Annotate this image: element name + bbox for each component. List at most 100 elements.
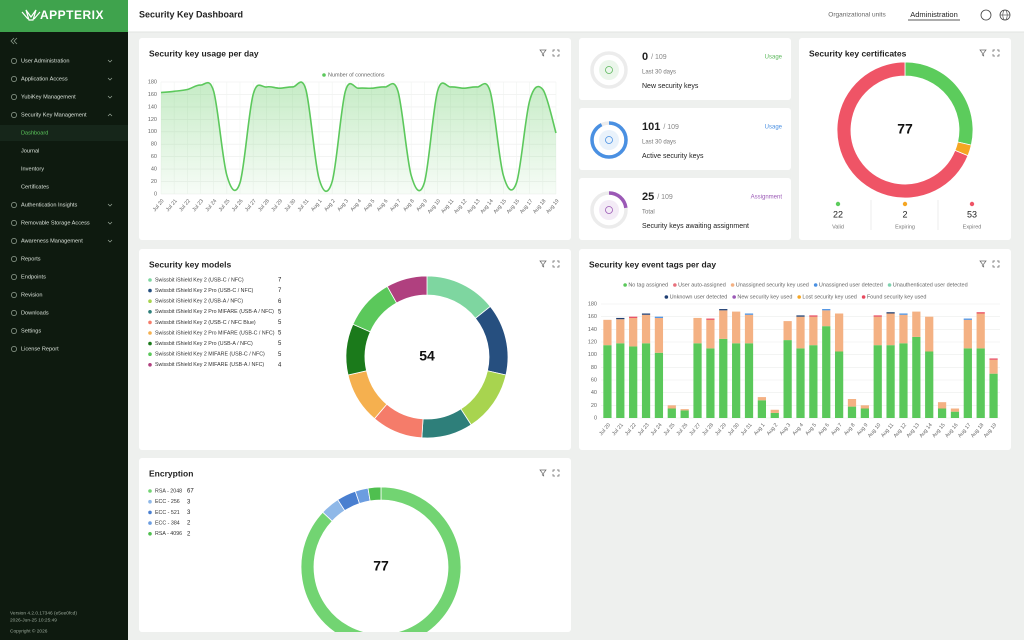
card-title: Security key certificates	[809, 48, 907, 58]
chevron	[107, 239, 113, 243]
sidebar	[0, 0, 128, 640]
bar-segment	[719, 310, 728, 339]
y-tick-label: 160	[588, 314, 597, 320]
menu-item[interactable]: Removable Storage Access	[21, 220, 90, 226]
filter-icon[interactable]	[979, 49, 987, 57]
bar-segment	[989, 373, 998, 418]
bar-segment	[886, 313, 895, 346]
y-tick-label: 80	[591, 365, 597, 371]
legend-value: 2	[902, 209, 907, 219]
menu-item[interactable]: YubiKey Management	[21, 94, 76, 100]
menu-item[interactable]: Settings	[21, 328, 41, 334]
bar-segment	[989, 359, 998, 374]
menu-item[interactable]: Awareness Management	[21, 238, 83, 244]
submenu-item[interactable]: Inventory	[21, 166, 44, 172]
legend-label: Number of connections	[328, 72, 385, 78]
legend-label: User auto-assigned	[678, 282, 726, 288]
legend-dot	[730, 283, 735, 287]
legend-label: Unknown user detected	[670, 294, 728, 300]
bar-segment	[680, 409, 689, 411]
expand-icon[interactable]	[992, 260, 1000, 268]
bar-segment	[925, 316, 934, 352]
menu-item[interactable]: Application Access	[21, 76, 68, 82]
stat-period: Last 30 days	[642, 140, 676, 146]
stat-caption: New security keys	[642, 83, 699, 90]
chevron	[107, 95, 113, 99]
stat-period: Total	[642, 210, 655, 216]
filter-icon[interactable]	[979, 260, 987, 268]
filter-icon[interactable]	[539, 260, 547, 268]
legend-label: Swissbit iShield Key 2 (USB-C / NFC)	[155, 277, 244, 283]
expand-icon[interactable]	[552, 49, 560, 57]
bar-segment	[783, 321, 792, 341]
legend-dot	[664, 295, 669, 299]
donut-total: 77	[373, 558, 389, 574]
bar-segment	[744, 314, 754, 344]
menu-icon	[11, 346, 17, 352]
y-tick-label: 60	[151, 154, 157, 160]
filter-icon[interactable]	[539, 49, 547, 57]
legend-value: 2	[187, 531, 191, 537]
bar-segment	[629, 346, 638, 418]
legend-label: Swissbit iShield Key 2 MIFARE (USB-A / N…	[155, 362, 264, 368]
legend-label: No tag assigned	[628, 282, 668, 288]
card	[579, 38, 791, 100]
bar-segment	[873, 315, 882, 317]
submenu-item[interactable]: Dashboard	[21, 130, 48, 136]
bar-segment	[950, 411, 960, 418]
y-tick-label: 180	[588, 301, 597, 307]
help-icon[interactable]	[980, 9, 992, 21]
collapse-icon[interactable]	[13, 37, 18, 45]
submenu-item[interactable]: Journal	[21, 148, 39, 154]
expand-icon[interactable]	[552, 469, 560, 477]
menu-icon	[11, 58, 17, 64]
bar-segment	[757, 400, 767, 418]
bar-segment	[641, 313, 651, 315]
menu-icon	[11, 202, 17, 208]
chevron	[107, 203, 113, 207]
legend-dot	[148, 499, 152, 504]
legend-value: 5	[278, 320, 282, 326]
nav-link[interactable]: Administration	[910, 10, 958, 19]
menu-item[interactable]: Reports	[21, 256, 41, 262]
menu-item[interactable]: License Report	[21, 346, 59, 352]
bar-segment	[603, 345, 612, 418]
bar-segment	[886, 312, 895, 314]
gauge-icon	[605, 136, 613, 144]
legend-label: Swissbit iShield Key 2 (USB-C / NFC Blue…	[155, 320, 256, 326]
legend-value: 67	[187, 489, 194, 495]
bar-segment	[770, 412, 779, 418]
expand-icon[interactable]	[992, 49, 1000, 57]
menu-item[interactable]: Endpoints	[21, 274, 46, 280]
collapse-icon[interactable]	[10, 37, 15, 45]
submenu-item[interactable]: Certificates	[21, 184, 49, 190]
bar-segment	[616, 317, 625, 320]
bar-segment	[963, 319, 972, 349]
y-tick-label: 20	[151, 179, 157, 185]
menu-item[interactable]: Revision	[21, 292, 42, 298]
y-tick-label: 140	[588, 327, 597, 333]
legend-value: 5	[278, 331, 282, 337]
menu-item[interactable]: Downloads	[21, 310, 49, 316]
bar-segment	[847, 399, 857, 407]
menu-item[interactable]: User Administration	[21, 58, 70, 64]
menu-item[interactable]: Security Key Management	[21, 112, 87, 118]
legend-label: Found security key used	[867, 294, 927, 300]
menu-item[interactable]: Authentication Insights	[21, 202, 77, 208]
legend-label: RSA - 4096	[155, 531, 182, 537]
legend-dot	[148, 341, 152, 346]
legend-dot	[322, 73, 326, 77]
filter-icon[interactable]	[539, 469, 547, 477]
expand-icon[interactable]	[552, 260, 560, 268]
legend-dot	[813, 283, 818, 287]
menu-icon	[11, 310, 17, 316]
legend-label: Swissbit iShield Key 2 MIFARE (USB-C / N…	[155, 352, 265, 358]
chevron	[107, 77, 113, 81]
nav-link[interactable]: Organizational units	[828, 12, 886, 19]
legend-value: 2	[187, 521, 191, 527]
bar-segment	[770, 409, 779, 413]
line	[160, 81, 557, 193]
legend-dot	[861, 295, 866, 299]
